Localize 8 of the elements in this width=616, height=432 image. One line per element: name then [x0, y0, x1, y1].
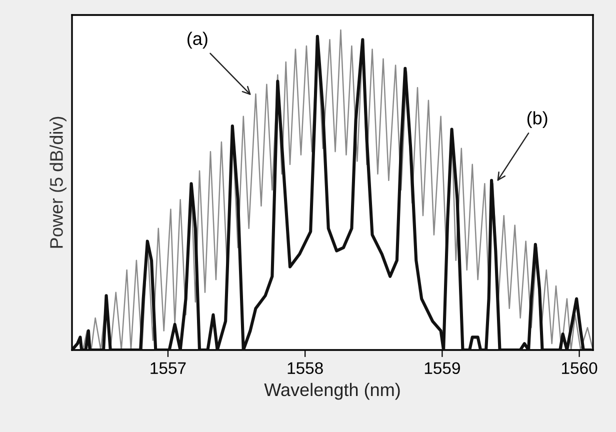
- x-tick-label: 1558: [288, 362, 323, 374]
- x-axis-title: Wavelength (nm): [264, 382, 400, 400]
- x-tick-label: 1560: [562, 362, 598, 374]
- x-tick-label: 1559: [424, 362, 460, 374]
- annotation: (b): [527, 111, 548, 128]
- y-axis-title: Power (5 dB/div): [50, 116, 66, 248]
- x-tick-label: 1557: [150, 362, 186, 374]
- annotation: (a): [188, 32, 208, 49]
